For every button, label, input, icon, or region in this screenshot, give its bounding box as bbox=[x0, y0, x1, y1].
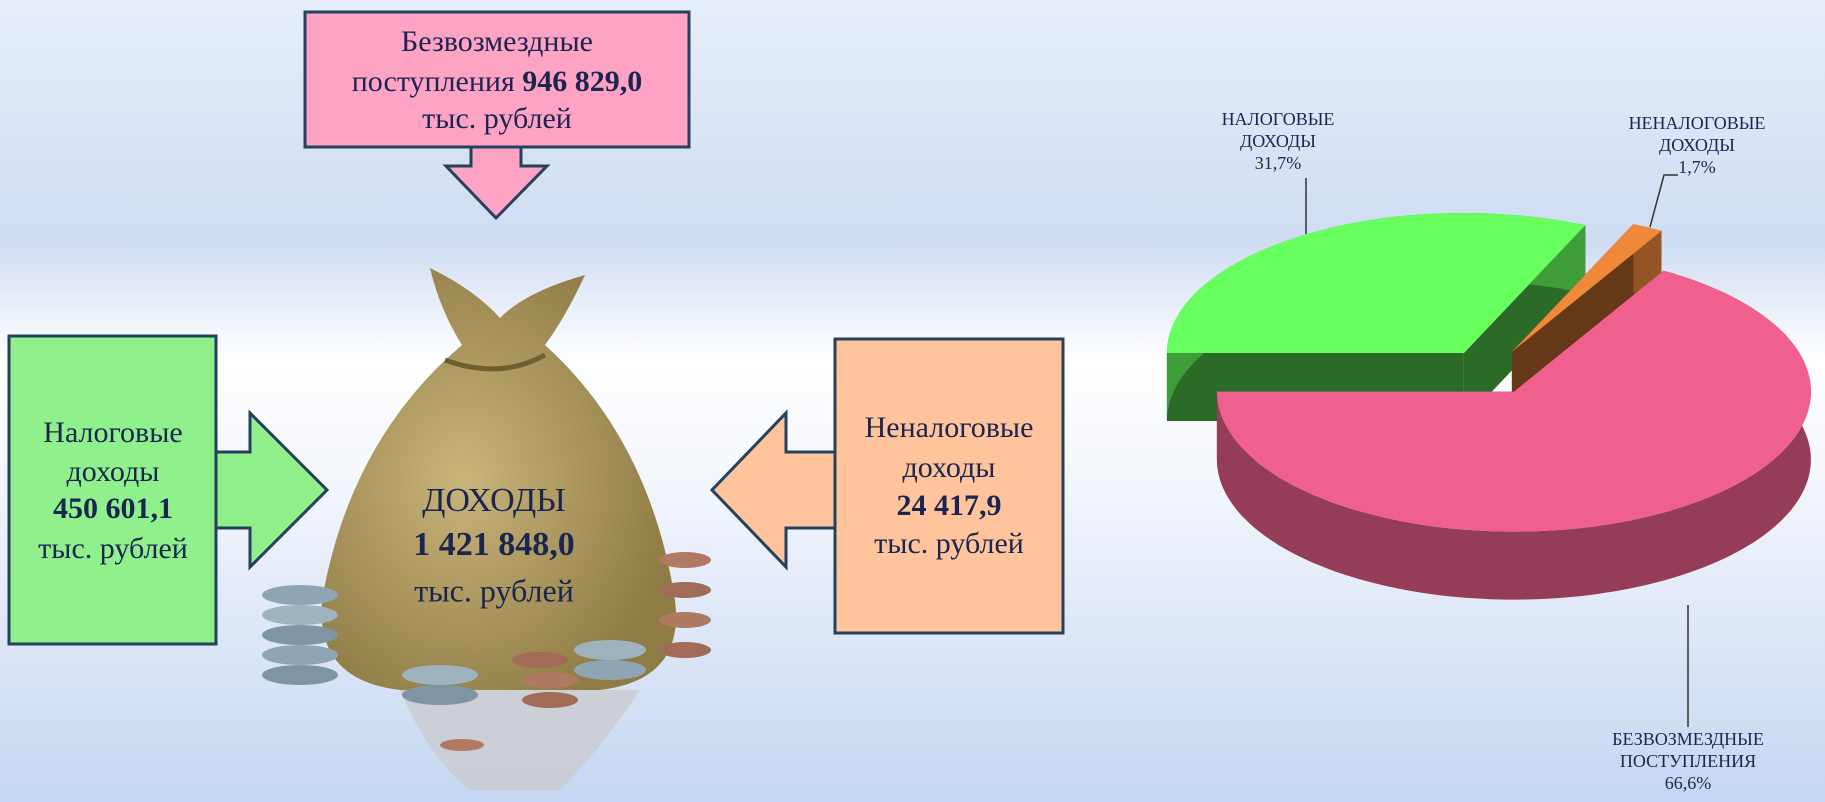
coin bbox=[574, 640, 646, 660]
box-line: Неналоговые bbox=[865, 411, 1034, 444]
coin bbox=[262, 625, 338, 645]
box-line: поступления 946 829,0 bbox=[352, 65, 643, 98]
box-unit: тыс. рублей bbox=[422, 102, 572, 135]
box-unit: тыс. рублей bbox=[874, 527, 1024, 560]
value-label: 31,7% bbox=[1193, 152, 1363, 174]
coin bbox=[262, 645, 338, 665]
coin bbox=[522, 692, 578, 708]
coin bbox=[659, 642, 711, 658]
category-label: НЕНАЛОГОВЫЕ ДОХОДЫ bbox=[1612, 112, 1782, 156]
box-unit: тыс. рублей bbox=[38, 532, 188, 565]
coin bbox=[659, 582, 711, 598]
tax-box bbox=[9, 336, 216, 644]
coin bbox=[522, 672, 578, 688]
box-amount: 24 417,9 bbox=[897, 489, 1002, 522]
coin bbox=[402, 665, 478, 685]
box-line: доходы bbox=[67, 455, 160, 488]
coin bbox=[262, 585, 338, 605]
value-label: 66,6% bbox=[1603, 772, 1773, 794]
coin bbox=[440, 739, 484, 751]
coin bbox=[262, 665, 338, 685]
slide: Безвозмездные поступления 946 829,0 тыс.… bbox=[0, 0, 1825, 802]
box-line: поступления bbox=[352, 65, 515, 98]
coin bbox=[512, 652, 568, 668]
coin bbox=[262, 605, 338, 625]
category-label: БЕЗВОЗМЕЗДНЫЕ ПОСТУПЛЕНИЯ bbox=[1603, 728, 1773, 772]
nontax-box bbox=[835, 339, 1063, 633]
box-line: Безвозмездные bbox=[401, 25, 593, 58]
box-amount: 946 829,0 bbox=[522, 65, 642, 98]
value-label: 1,7% bbox=[1612, 156, 1782, 178]
category-label: НАЛОГОВЫЕ ДОХОДЫ bbox=[1193, 108, 1363, 152]
total-amount: 1 421 848,0 bbox=[413, 526, 575, 563]
total-unit: тыс. рублей bbox=[414, 572, 574, 608]
total-line: ДОХОДЫ bbox=[422, 482, 566, 519]
box-line: Налоговые bbox=[43, 416, 182, 449]
page: Безвозмездные поступления 946 829,0 тыс.… bbox=[0, 0, 1825, 802]
coin bbox=[574, 660, 646, 680]
box-amount: 450 601,1 bbox=[53, 492, 173, 525]
coin bbox=[659, 612, 711, 628]
coin bbox=[659, 552, 711, 568]
box-line: доходы bbox=[903, 451, 996, 484]
coin bbox=[402, 685, 478, 705]
